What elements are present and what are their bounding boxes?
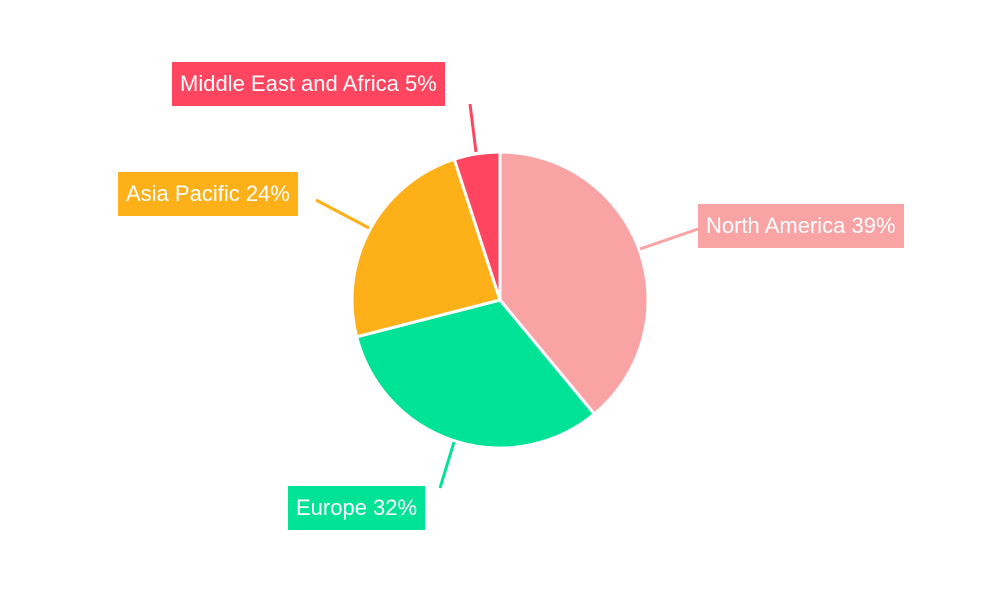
slice-asia-pacific[interactable]: [350, 157, 502, 339]
label-asia-pacific: Asia Pacific 24%: [118, 172, 298, 216]
leader-line: [468, 103, 478, 153]
leader-line: [639, 227, 699, 251]
label-europe: Europe 32%: [288, 486, 426, 530]
label-north-america: North America 39%: [698, 204, 904, 248]
slice-middle-east-and-africa[interactable]: [452, 150, 502, 301]
slice-north-america[interactable]: [498, 150, 650, 417]
slice-europe[interactable]: [354, 298, 597, 450]
leader-line: [315, 198, 370, 230]
leader-line: [438, 441, 456, 489]
label-middle-east-and-africa: Middle East and Africa 5%: [172, 62, 445, 106]
